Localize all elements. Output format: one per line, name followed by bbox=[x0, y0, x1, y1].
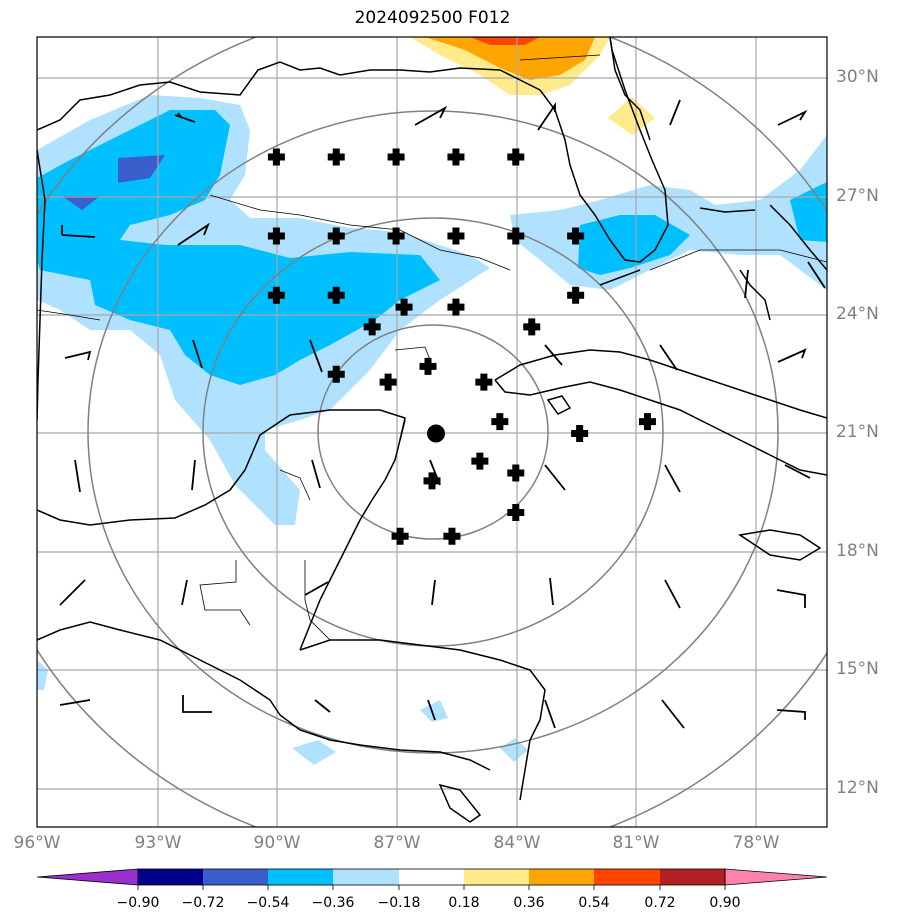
coastlines bbox=[37, 37, 827, 823]
ensemble-marker bbox=[327, 148, 345, 166]
lon-label: 90°W bbox=[253, 833, 301, 853]
ensemble-marker bbox=[419, 357, 437, 375]
ensemble-marker bbox=[507, 504, 525, 521]
colorbar-bin bbox=[268, 869, 333, 885]
lon-label: 93°W bbox=[134, 833, 182, 853]
wind-barbs bbox=[59, 99, 826, 729]
lon-label: 84°W bbox=[493, 833, 541, 853]
lat-label: 27°N bbox=[836, 186, 879, 206]
ensemble-marker bbox=[379, 373, 397, 391]
ensemble-marker bbox=[363, 318, 381, 336]
lon-label: 87°W bbox=[373, 833, 421, 853]
colorbar-bin bbox=[464, 869, 529, 885]
lat-label: 24°N bbox=[836, 304, 879, 324]
lat-label: 18°N bbox=[836, 541, 879, 561]
colorbar-tick-label: 0.90 bbox=[709, 895, 741, 911]
lon-label: 81°W bbox=[612, 833, 660, 853]
shaded-field bbox=[37, 37, 827, 765]
lat-label: 21°N bbox=[836, 422, 879, 442]
colorbar-bin bbox=[399, 869, 464, 885]
ensemble-marker bbox=[395, 298, 413, 316]
ensemble-marker bbox=[267, 227, 285, 245]
ensemble-marker bbox=[507, 464, 525, 482]
colorbar-tick-label: 0.54 bbox=[578, 895, 610, 911]
ensemble-marker bbox=[387, 227, 405, 245]
ensemble-marker bbox=[447, 227, 465, 245]
ensemble-marker bbox=[327, 365, 345, 383]
colorbar-tick-label: 0.72 bbox=[644, 895, 676, 911]
colorbar-extend-high bbox=[724, 868, 828, 886]
ensemble-marker bbox=[391, 527, 409, 545]
map-title: 2024092500 F012 bbox=[354, 8, 511, 28]
colorbar-tick-label: 0.18 bbox=[448, 895, 480, 911]
colorbar-tick-label: −0.36 bbox=[311, 895, 355, 911]
colorbar-bin bbox=[333, 869, 399, 885]
lon-label: 78°W bbox=[732, 833, 780, 853]
ensemble-marker bbox=[447, 148, 465, 166]
ensemble-marker bbox=[387, 148, 405, 166]
ensemble-marker bbox=[475, 373, 493, 391]
ensemble-marker bbox=[327, 286, 345, 304]
ensemble-marker bbox=[491, 413, 509, 431]
ensemble-marker bbox=[523, 318, 541, 336]
ensemble-marker bbox=[571, 425, 589, 442]
ensemble-markers bbox=[267, 148, 656, 545]
ensemble-marker bbox=[423, 472, 441, 490]
colorbar-bin bbox=[138, 869, 203, 885]
colorbar-tick-label: −0.72 bbox=[181, 895, 225, 911]
colorbar-bin bbox=[203, 869, 268, 885]
colorbar-extend-low bbox=[36, 868, 139, 886]
colorbar-bin bbox=[660, 869, 725, 885]
borders bbox=[37, 54, 827, 641]
ensemble-marker bbox=[267, 148, 285, 166]
colorbar-tick-label: 0.36 bbox=[513, 895, 545, 911]
ensemble-marker bbox=[567, 227, 585, 245]
ensemble-marker bbox=[267, 286, 285, 304]
ensemble-marker bbox=[327, 227, 345, 245]
ensemble-marker bbox=[507, 227, 525, 245]
ensemble-marker bbox=[638, 413, 656, 431]
lat-label: 12°N bbox=[836, 778, 879, 798]
lat-label: 15°N bbox=[836, 659, 879, 679]
colorbar-tick-label: −0.90 bbox=[116, 895, 160, 911]
ensemble-marker bbox=[447, 298, 465, 316]
ensemble-marker bbox=[567, 286, 585, 304]
ensemble-marker bbox=[507, 148, 525, 166]
colorbar bbox=[36, 868, 828, 890]
lat-label: 30°N bbox=[836, 67, 879, 87]
center-marker bbox=[426, 424, 445, 443]
colorbar-tick-label: −0.18 bbox=[377, 895, 421, 911]
colorbar-bin bbox=[529, 869, 594, 885]
plot-frame bbox=[36, 36, 828, 828]
lon-label: 96°W bbox=[13, 833, 61, 853]
ensemble-marker bbox=[443, 527, 461, 545]
range-rings bbox=[37, 37, 827, 827]
ensemble-marker bbox=[471, 452, 489, 470]
colorbar-bin bbox=[594, 869, 660, 885]
colorbar-tick-label: −0.54 bbox=[246, 895, 290, 911]
